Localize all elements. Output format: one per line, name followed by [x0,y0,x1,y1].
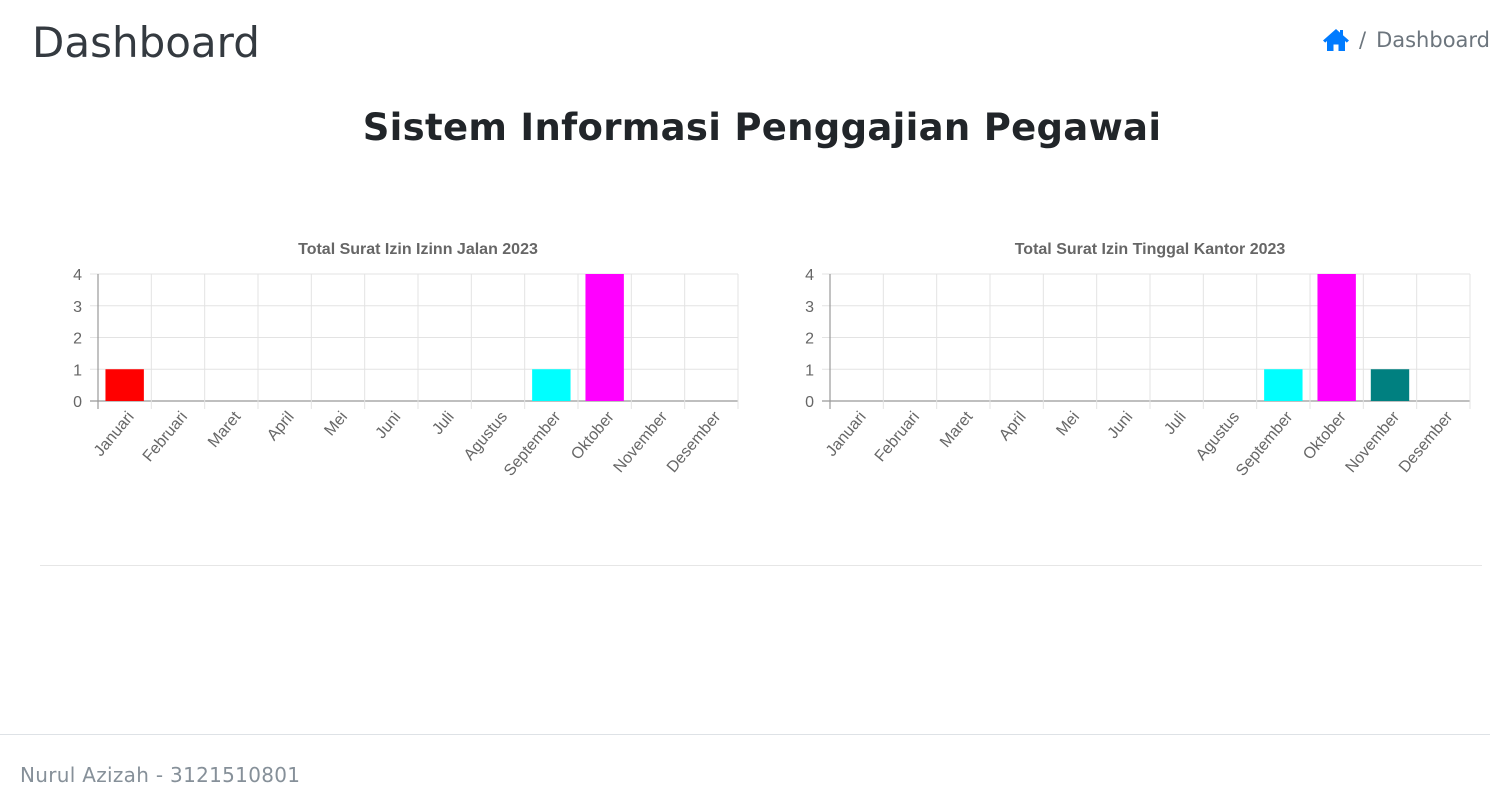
main-heading: Sistem Informasi Penggajian Pegawai [362,106,1162,149]
chart-surat-izin-tinggal-kantor: Total Surat Izin Tinggal Kantor 2023 0 1 2 3… [760,230,1490,510]
breadcrumb-current: Dashboard [1376,28,1490,52]
chart-left-title: Total Surat Izin Izinn Jalan 2023 [298,241,538,258]
page-title: Dashboard [32,18,260,67]
chart-right-xtick-label: Mei [1053,409,1083,440]
chart-right-xtick-label: Oktober [1300,408,1350,463]
chart-right-ytick-label: 3 [805,299,814,316]
chart-left-bar-januari[interactable] [105,369,144,401]
chart-right-xtick-label: Desember [1396,408,1457,476]
chart-right-xtick-label: September [1233,408,1297,479]
footer-text: Nurul Azizah - 3121510801 [20,763,301,787]
chart-left-xtick-label: September [501,408,565,479]
chart-left-xtick-label: Juli [429,409,457,438]
chart-left-xtick-label: Januari [91,409,138,460]
chart-left-ytick-label: 1 [73,362,82,379]
chart-right-bar-september[interactable] [1264,369,1303,401]
footer: Nurul Azizah - 3121510801 [0,734,1490,801]
chart-left-xtick-label: Mei [321,409,351,440]
chart-left-xtick-label: Desember [664,408,725,476]
chart-left-xtick-label: April [264,409,298,444]
chart-right-bar-oktober[interactable] [1317,274,1356,401]
chart-right-xtick-label: Januari [823,409,870,460]
chart-left-ytick-label: 0 [73,394,82,411]
chart-right-ytick-label: 0 [805,394,814,411]
home-icon [1323,29,1349,51]
breadcrumb-home-link[interactable] [1322,28,1350,52]
chart-right-xtick-label: Agustus [1193,409,1243,464]
chart-right-ytick-label: 2 [805,331,814,348]
chart-right-xtick-label: Juli [1161,409,1189,438]
chart-right-ytick-label: 4 [805,267,814,284]
chart-left-xtick-label: Oktober [568,408,618,463]
chart-surat-izin-jalan: Total Surat Izin Izinn Jalan 2023 0 1 2 3 4 Ja… [28,230,758,510]
chart-right-xtick-label: Maret [937,408,977,451]
chart-right-xtick-label: April [996,409,1030,444]
chart-surat-izin-tinggal-kantor-svg: Total Surat Izin Tinggal Kantor 2023 0 1 2 3… [805,241,1471,480]
chart-right-xtick-label: Juni [1105,409,1137,442]
breadcrumb-separator: / [1359,28,1367,52]
chart-left-xtick-label: November [611,408,672,476]
chart-left-ytick-label: 2 [73,331,82,348]
chart-left-xtick-label: Agustus [461,409,511,464]
section-divider [40,565,1482,566]
chart-right-bar-november[interactable] [1370,369,1410,401]
chart-left-ytick-label: 3 [73,299,82,316]
breadcrumb: / Dashboard [1322,28,1490,52]
chart-right-xtick-label: November [1343,408,1404,476]
chart-left-bar-oktober[interactable] [585,274,624,401]
chart-right-title: Total Surat Izin Tinggal Kantor 2023 [1015,241,1286,258]
chart-left-bar-september[interactable] [532,369,571,401]
chart-surat-izin-jalan-svg: Total Surat Izin Izinn Jalan 2023 0 1 2 3 4 Ja… [73,241,739,480]
chart-left-xtick-label: Maret [205,408,245,451]
chart-right-xtick-label: Februari [872,409,923,466]
chart-left-ytick-label: 4 [73,267,82,284]
chart-left-xtick-label: Februari [140,409,191,466]
chart-right-ytick-label: 1 [805,362,814,379]
chart-left-xtick-label: Juni [373,409,405,442]
